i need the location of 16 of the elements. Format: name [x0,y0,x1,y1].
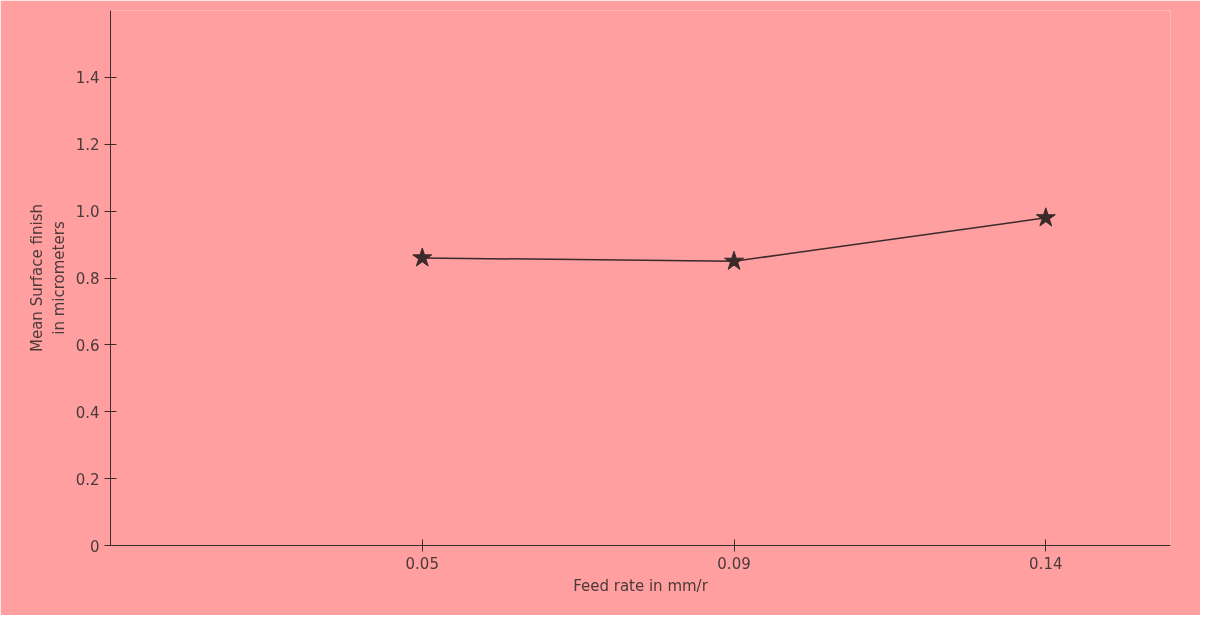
y-tick-label: 0.6 [75,336,100,355]
x-tick-label: 0.05 [405,554,439,573]
point [724,250,745,270]
y-tick-label: 0.2 [75,470,100,489]
y-axis-title: Mean Surface finish in micrometers [28,204,68,352]
x-tick-label: 0.09 [717,554,751,573]
y-tick-label: 0.8 [75,270,100,288]
y-tick-label: 1.2 [75,136,100,155]
point [412,247,433,267]
y-tick-label: 1.0 [75,203,100,222]
y-tick-label: 0.4 [75,403,100,422]
y-tick-label: 0 [89,537,100,556]
x-axis-title: Feed rate in mm/r [573,576,709,595]
y-tick-label: 1.4 [75,69,100,88]
x-tick-label: 0.14 [1029,554,1063,573]
point [1035,207,1056,227]
